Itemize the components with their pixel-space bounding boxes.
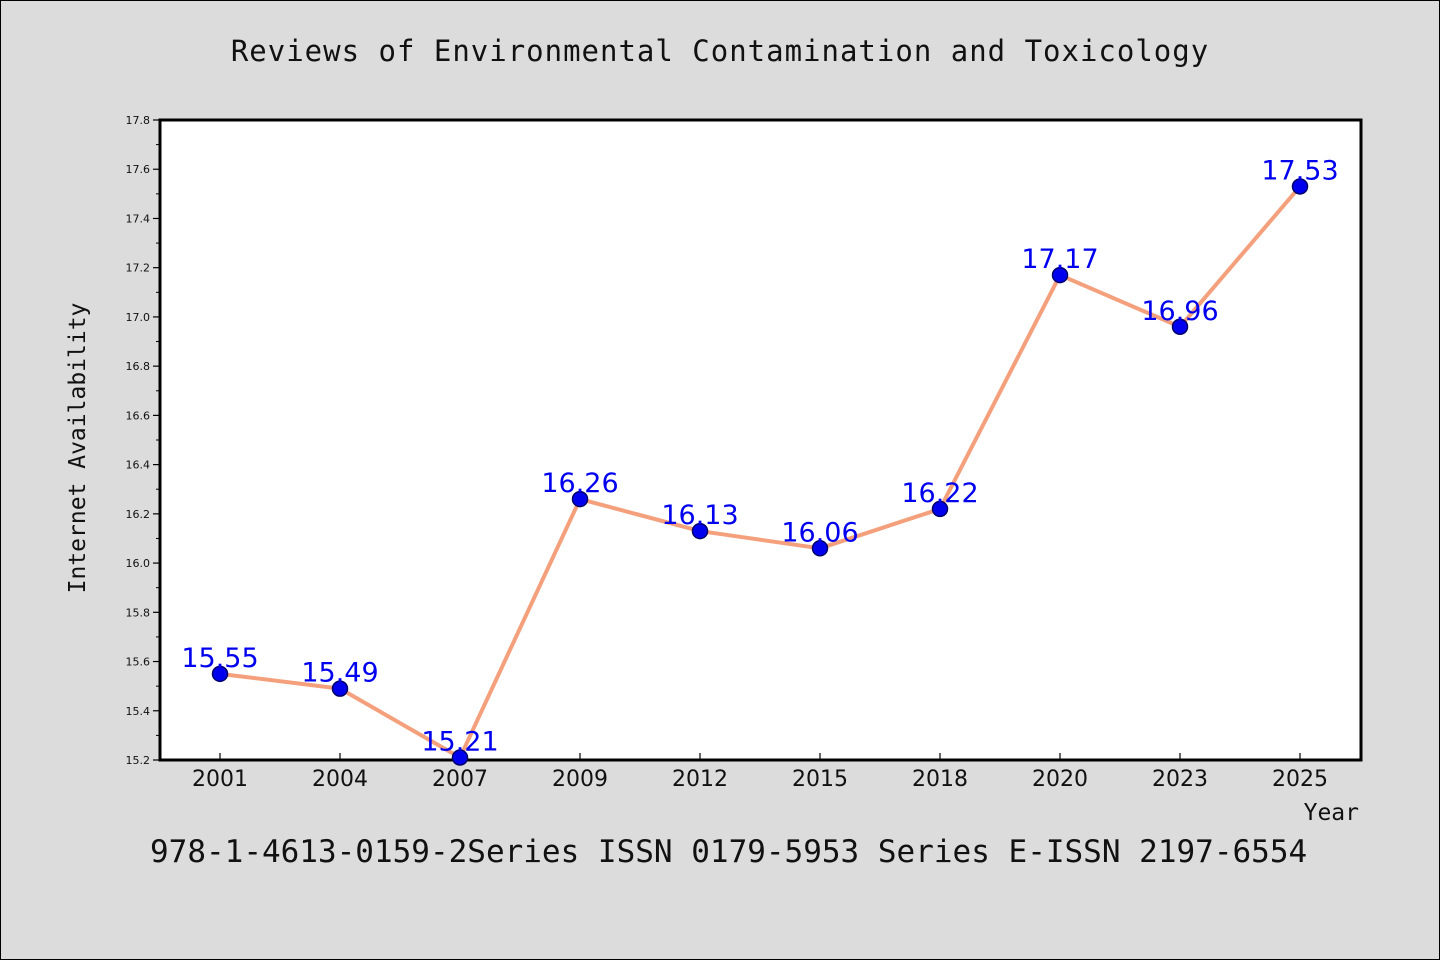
- x-tick-label: 2023: [1152, 767, 1208, 792]
- data-point: [691, 522, 709, 540]
- data-point: [811, 540, 829, 557]
- y-tick-label: 16.8: [126, 360, 151, 373]
- y-tick-label: 17.8: [126, 114, 151, 127]
- x-axis-title: Year: [1304, 800, 1359, 826]
- x-tick-label: 2007: [432, 767, 488, 792]
- data-point: [211, 665, 229, 683]
- y-tick-label: 16.0: [126, 557, 151, 570]
- x-tick-label: 2025: [1272, 767, 1328, 792]
- y-axis-title: Internet Availability: [65, 303, 91, 594]
- chart-title: Reviews of Environmental Contamination a…: [230, 34, 1210, 68]
- data-labels: 15.55 15.49 15.21 16.26 16.13 16.06 16.22 17.17…: [181, 155, 1338, 757]
- y-tick-label: 15.2: [126, 754, 151, 767]
- data-label: 16.96: [1141, 296, 1218, 327]
- data-label: 16.06: [781, 517, 858, 548]
- y-tick-label: 17.4: [126, 212, 151, 225]
- data-label: 15.21: [421, 727, 498, 758]
- data-point: [571, 490, 589, 508]
- data-point: [1051, 266, 1069, 284]
- y-tick-label: 15.6: [126, 656, 151, 669]
- y-tick-label: 16.6: [126, 409, 151, 422]
- data-label: 17.17: [1021, 244, 1098, 275]
- y-tick-label: 17.2: [126, 262, 151, 275]
- data-label: 15.55: [181, 643, 258, 674]
- x-axis: 2001 2004 2007 2009 2012 2015 2018 2020 2023 2025: [192, 753, 1328, 792]
- footer-note: 978-1-4613-0159-2Series ISSN 0179-5953 S…: [150, 834, 1308, 870]
- plot-area: [158, 118, 1363, 762]
- x-tick-label: 2001: [192, 767, 248, 792]
- x-tick-label: 2015: [792, 767, 848, 792]
- data-point: [1171, 318, 1189, 336]
- data-point: [1291, 178, 1309, 195]
- data-label: 16.22: [901, 478, 978, 509]
- y-tick-label: 17.6: [126, 163, 151, 176]
- data-point: [331, 680, 349, 697]
- data-point: [451, 749, 469, 766]
- y-axis: 15.2 15.4 15.6 15.8 16.0 16.2 16.4 16.6 16.8 17.0…: [126, 114, 160, 767]
- data-label: 16.13: [661, 500, 738, 531]
- x-tick-label: 2020: [1032, 767, 1088, 792]
- y-tick-label: 15.4: [126, 705, 151, 718]
- x-tick-label: 2018: [912, 767, 968, 792]
- data-label: 17.53: [1261, 155, 1338, 186]
- y-tick-label: 15.8: [126, 606, 151, 619]
- data-markers: [211, 178, 1309, 766]
- data-label: 16.26: [541, 468, 618, 499]
- x-tick-label: 2004: [312, 767, 368, 792]
- data-point: [931, 500, 949, 518]
- y-tick-label: 16.4: [126, 459, 151, 472]
- data-label: 15.49: [301, 658, 378, 689]
- y-tick-label: 17.0: [126, 311, 151, 324]
- y-tick-label: 16.2: [126, 508, 151, 521]
- x-tick-label: 2012: [672, 767, 728, 792]
- x-tick-label: 2009: [552, 767, 608, 792]
- series-line: [219, 185, 1302, 760]
